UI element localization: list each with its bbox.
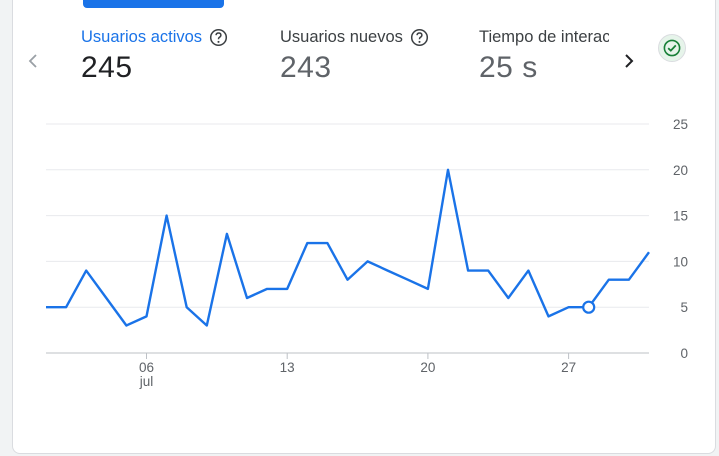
chevron-left-icon[interactable] [19,47,47,75]
y-tick-label: 10 [673,254,688,269]
metric-value: 25 s [479,51,538,84]
check-circle-icon[interactable] [658,34,686,62]
highlighted-data-point [582,300,596,314]
metric-label: Usuarios nuevos [280,28,403,46]
help-circle-icon[interactable] [209,28,228,47]
x-tick-label: 06 [139,360,154,375]
x-tick-label: 27 [561,360,576,375]
help-circle-icon[interactable] [410,28,429,47]
y-tick-label: 15 [673,209,688,224]
x-tick-sublabel: jul [139,374,154,389]
y-tick-label: 25 [673,117,688,132]
metric-tab-active-users[interactable]: Usuarios activos 245 [81,28,228,85]
metric-tab-new-users[interactable]: Usuarios nuevos 243 [280,28,429,85]
chevron-right-icon[interactable] [615,47,643,75]
series-line [46,168,650,327]
users-overview-card: Usuarios activos 245 Usuarios nuevos 243… [12,0,716,454]
metric-value: 245 [81,51,133,84]
x-tick-label: 13 [280,360,295,375]
y-tick-label: 5 [680,300,688,315]
metric-tab-engagement-time[interactable]: Tiempo de interacción medio 25 s [479,28,609,88]
y-tick-label: 20 [673,163,688,178]
y-tick-label: 0 [680,346,688,361]
metric-value: 243 [280,51,332,84]
metric-label: Usuarios activos [81,28,203,46]
active-tab-indicator [83,0,224,8]
metric-label: Tiempo de interacción medio [479,28,609,46]
line-chart: 25 20 15 10 5 0 06 jul 13 20 27 [13,0,715,453]
x-tick-label: 20 [420,360,435,375]
